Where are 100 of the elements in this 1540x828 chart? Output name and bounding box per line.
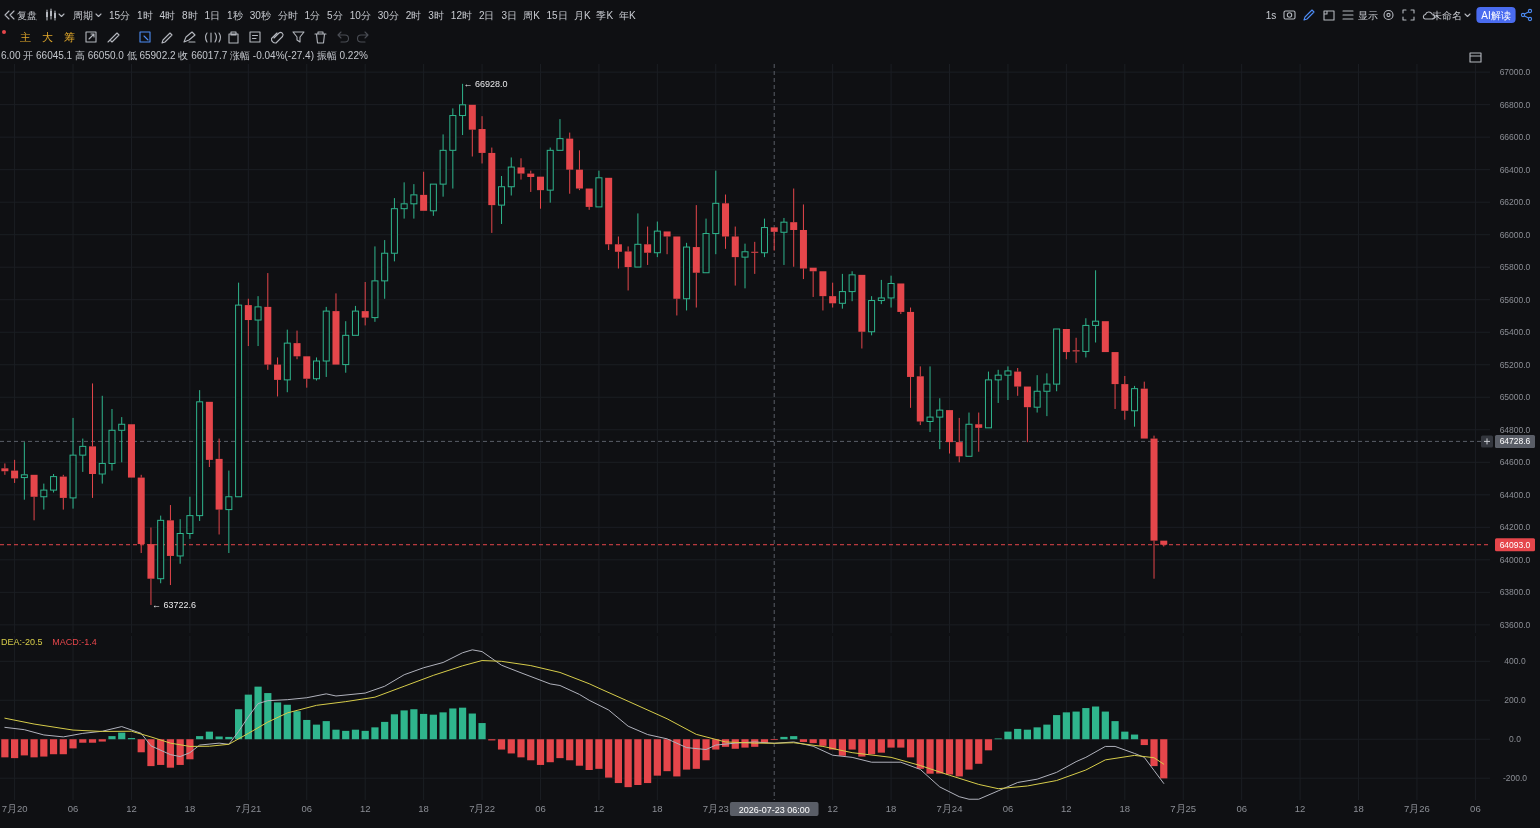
y-tick-label: 64800.0 bbox=[1499, 424, 1531, 435]
ref-line-label: 64728.6 bbox=[1499, 436, 1531, 447]
candlestick bbox=[1004, 365, 1012, 401]
candlestick bbox=[439, 133, 447, 198]
x-tick-label: 12 bbox=[593, 803, 605, 814]
bar bbox=[692, 739, 700, 769]
candlestick bbox=[897, 283, 905, 315]
annotation: ← 63722.6 bbox=[151, 599, 196, 610]
candlestick bbox=[585, 188, 593, 211]
candlestick bbox=[381, 239, 389, 300]
bar bbox=[273, 702, 282, 740]
bar bbox=[575, 739, 584, 766]
candlestick bbox=[1014, 367, 1022, 397]
candlestick bbox=[468, 104, 476, 157]
candlestick bbox=[624, 245, 632, 291]
candlestick bbox=[225, 470, 233, 554]
text: 4时 bbox=[159, 10, 176, 21]
bar bbox=[1014, 728, 1022, 740]
bar bbox=[322, 721, 330, 740]
candlestick bbox=[1111, 352, 1119, 410]
bar bbox=[868, 739, 876, 755]
bar bbox=[497, 739, 506, 750]
candlestick bbox=[332, 292, 340, 365]
x-tick-label: 06 bbox=[301, 803, 313, 814]
bar bbox=[546, 739, 554, 763]
candlestick bbox=[926, 365, 934, 433]
x-tick-label: 12 bbox=[359, 803, 371, 814]
bar bbox=[916, 739, 924, 769]
bar bbox=[283, 704, 291, 740]
bar bbox=[254, 686, 262, 740]
text: 10分 bbox=[349, 10, 371, 21]
x-tick-label: 12 bbox=[1294, 803, 1306, 814]
y-tick-label: 65400.0 bbox=[1499, 327, 1531, 338]
candlestick bbox=[770, 227, 778, 252]
bar bbox=[1033, 727, 1041, 740]
bar bbox=[1072, 711, 1080, 740]
candlestick bbox=[994, 369, 1002, 404]
y-tick-label: 66200.0 bbox=[1499, 197, 1531, 208]
candlestick bbox=[293, 330, 301, 360]
text: 3时 bbox=[428, 10, 444, 21]
x-tick-label: 18 bbox=[652, 803, 663, 814]
bar bbox=[965, 739, 973, 770]
y-tick-label: 64600.0 bbox=[1499, 457, 1531, 468]
bar bbox=[1082, 708, 1090, 740]
bar bbox=[30, 739, 38, 758]
text: 6.00 开 66045.1 高 66050.0 低 65902.2 收 66017.7 涨幅 -0.04%(-27.4) 振幅 0.22% bbox=[1, 50, 368, 61]
bar bbox=[673, 739, 681, 777]
candlestick bbox=[429, 183, 437, 217]
bar bbox=[196, 736, 204, 740]
bar bbox=[351, 729, 360, 740]
candlestick bbox=[488, 147, 496, 234]
bar bbox=[332, 729, 340, 740]
text: 月K bbox=[573, 10, 591, 21]
bar bbox=[906, 739, 915, 758]
text: 主 bbox=[19, 31, 31, 43]
bar bbox=[819, 739, 827, 746]
candlestick bbox=[595, 170, 603, 208]
candlestick bbox=[673, 236, 681, 316]
bar bbox=[858, 739, 866, 757]
text: 8时 bbox=[182, 10, 198, 21]
candlestick bbox=[342, 320, 350, 374]
candlestick bbox=[283, 329, 291, 393]
candlestick bbox=[196, 389, 204, 522]
candlestick bbox=[605, 177, 613, 251]
x-tick-label: 12 bbox=[126, 803, 137, 814]
bar bbox=[945, 739, 954, 775]
candlestick bbox=[751, 241, 759, 275]
bar bbox=[468, 713, 476, 740]
candlestick bbox=[858, 274, 866, 349]
annotation: ← 66928.0 bbox=[463, 78, 508, 89]
bar bbox=[40, 739, 48, 757]
bar bbox=[1111, 721, 1119, 740]
candlestick bbox=[215, 438, 223, 535]
candlestick bbox=[30, 474, 38, 521]
bar bbox=[838, 739, 846, 756]
candlestick bbox=[965, 412, 973, 457]
candlestick bbox=[108, 408, 116, 472]
x-tick-label: 06 bbox=[67, 803, 79, 814]
text: 30秒 bbox=[249, 10, 271, 21]
bar bbox=[634, 739, 642, 785]
bar bbox=[1004, 731, 1012, 740]
bar bbox=[1062, 712, 1070, 740]
candlestick bbox=[887, 275, 895, 309]
text: 分时 bbox=[277, 10, 298, 21]
candlestick bbox=[69, 417, 77, 510]
bar bbox=[59, 739, 67, 755]
bar bbox=[1023, 729, 1032, 740]
bar bbox=[809, 739, 817, 744]
bar bbox=[49, 739, 58, 755]
x-tick-label: 06 bbox=[1236, 803, 1247, 814]
candlestick bbox=[1023, 386, 1031, 443]
text: 1分 bbox=[304, 10, 321, 21]
candlestick bbox=[692, 204, 700, 309]
candlestick bbox=[556, 118, 564, 151]
bar bbox=[1043, 724, 1051, 740]
candlestick bbox=[303, 356, 311, 389]
candlestick bbox=[702, 218, 710, 274]
bar bbox=[1150, 739, 1158, 767]
x-tick-label: 18 bbox=[418, 803, 429, 814]
y-tick-label: 64000.0 bbox=[1499, 554, 1531, 565]
